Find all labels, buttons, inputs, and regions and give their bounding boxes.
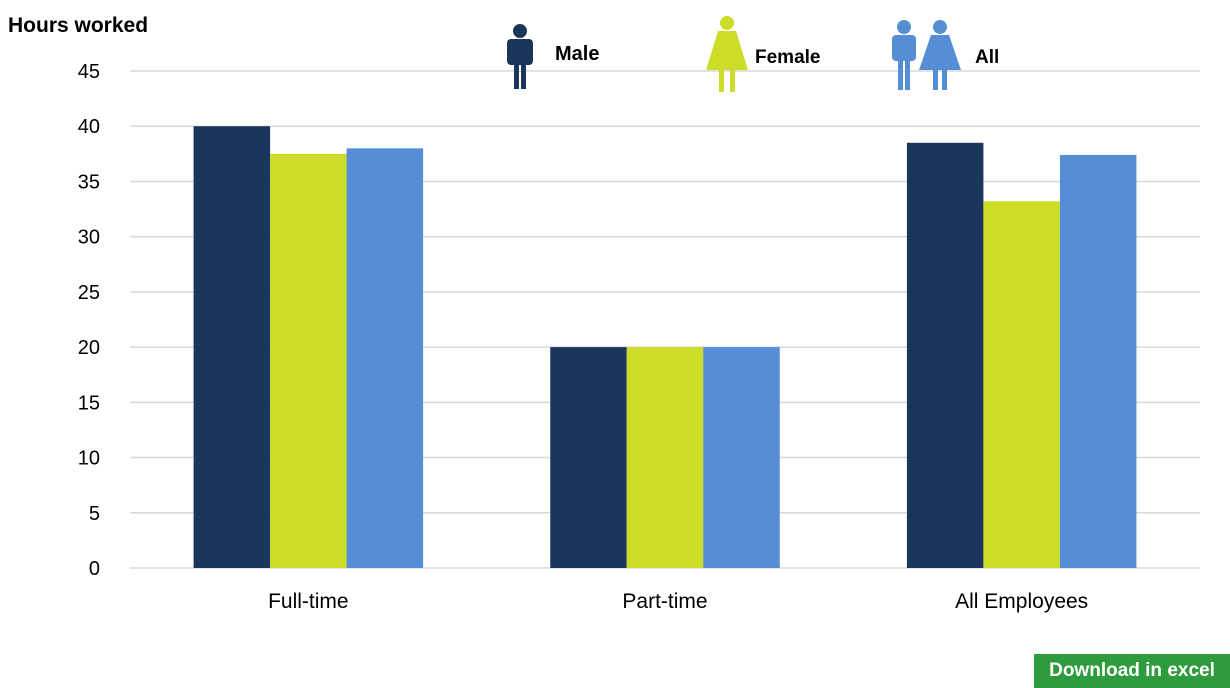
x-category-label: All Employees [955,590,1088,613]
x-category-label: Part-time [622,590,707,613]
legend-female-icon [706,16,748,92]
x-category-label: Full-time [268,590,349,613]
download-excel-button[interactable]: Download in excel [1034,654,1230,688]
y-tick-label: 30 [78,227,100,249]
legend-all-label: All [975,47,999,68]
bar-female-3 [983,201,1060,568]
bar-all-2 [703,347,780,568]
bar-female-2 [626,347,704,568]
y-tick-label: 15 [78,392,100,414]
y-tick-label: 10 [78,448,100,470]
bar-all-3 [1059,154,1137,568]
legend-male-label: Male [555,43,599,65]
legend: Male Female All [507,16,999,92]
y-tick-label: 25 [78,282,100,304]
legend-male-icon [507,24,533,89]
y-tick-label: 35 [78,171,100,193]
y-tick-label: 0 [89,558,100,580]
bar-male-3 [906,142,984,569]
y-axis-title: Hours worked [8,14,148,37]
y-tick-label: 45 [78,61,100,83]
legend-female-label: Female [755,47,820,68]
y-tick-label: 5 [89,503,100,525]
y-tick-label: 40 [78,116,100,138]
bar-female-1 [270,153,347,569]
y-tick-label: 20 [78,337,100,359]
bar-all-1 [346,148,424,569]
bar-male-2 [550,347,627,568]
legend-all-icon [892,20,961,90]
bar-male-1 [193,126,271,568]
